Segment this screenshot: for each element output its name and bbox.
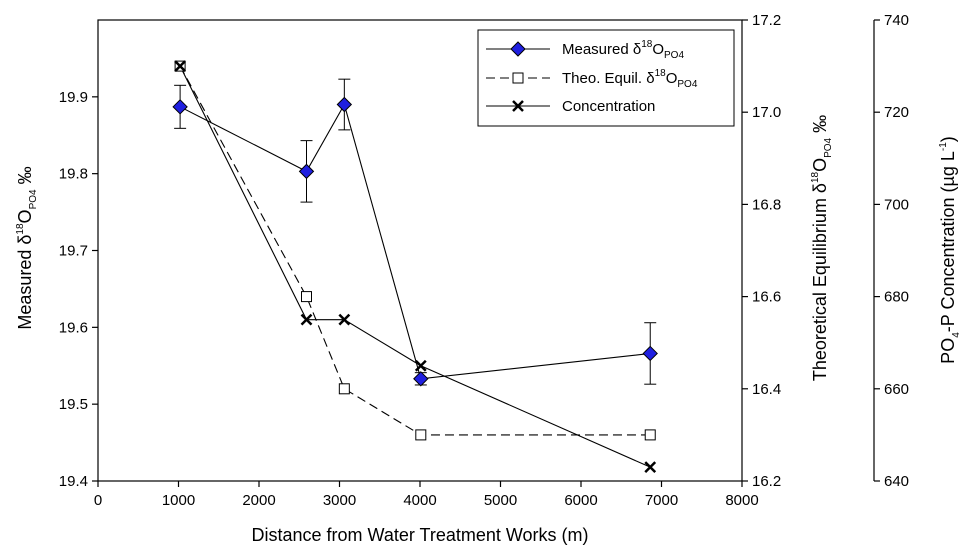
measured-point xyxy=(172,99,188,115)
x-tick-label: 2000 xyxy=(242,492,275,509)
y-left-tick-label: 19.9 xyxy=(59,89,88,106)
y-right-tick-label: 16.8 xyxy=(752,196,781,213)
legend: Measured δ18OPO4 Theo. Equil. δ18OPO4 Conc… xyxy=(477,29,735,127)
y-far-tick-label: 640 xyxy=(884,473,909,490)
x-tick-label: 0 xyxy=(94,492,102,509)
y-left-tick-label: 19.4 xyxy=(59,473,88,490)
y-axis-left: 19.4 19.5 19.6 19.7 19.8 19.9 xyxy=(59,89,98,490)
y-axis-concentration: 640 660 680 700 720 740 xyxy=(873,12,909,490)
series-layer xyxy=(172,60,658,474)
series-line xyxy=(179,103,651,380)
concentration-point-stroke xyxy=(300,313,313,326)
x-axis-title: Distance from Water Treatment Works (m) xyxy=(251,525,588,545)
y-far-tick-label: 740 xyxy=(884,12,909,29)
y-far-tick-label: 680 xyxy=(884,289,909,306)
y-right-tick-label: 17.2 xyxy=(752,12,781,29)
x-tick-label: 1000 xyxy=(162,492,195,509)
legend-label: Theo. Equil. δ18OPO4 xyxy=(562,68,698,90)
y-far-tick-label: 700 xyxy=(884,196,909,213)
y-far-axis-title: PO4-P Concentration (µg L-1) xyxy=(938,136,962,364)
x-tick-label: 8000 xyxy=(725,492,758,509)
concentration-point-stroke xyxy=(174,60,186,72)
theoretical-point xyxy=(415,429,427,441)
measured-point xyxy=(336,96,353,113)
y-left-tick-label: 19.8 xyxy=(59,166,88,183)
y-left-tick-label: 19.7 xyxy=(59,243,88,260)
legend-label: Measured δ18OPO4 xyxy=(562,39,684,61)
series-line xyxy=(179,65,651,436)
y-right-tick-label: 16.2 xyxy=(752,473,781,490)
x-tick-label: 3000 xyxy=(323,492,356,509)
x-tick-label: 6000 xyxy=(564,492,597,509)
y-far-tick-label: 660 xyxy=(884,381,909,398)
measured-point xyxy=(413,371,429,387)
measured-point xyxy=(642,345,658,362)
y-right-axis-title: Theoretical Equilibrium δ18OPO4 ‰ xyxy=(810,115,834,381)
x-tick-label: 5000 xyxy=(484,492,517,509)
theoretical-point xyxy=(338,383,350,395)
y-right-tick-label: 16.6 xyxy=(752,289,781,306)
legend-label: Concentration xyxy=(562,98,655,115)
y-left-tick-label: 19.5 xyxy=(59,396,88,413)
y-left-tick-label: 19.6 xyxy=(59,319,88,336)
theoretical-point xyxy=(512,72,524,84)
y-axis-right: 16.2 16.4 16.6 16.8 17.0 17.2 xyxy=(742,12,781,490)
concentration-point-stroke xyxy=(644,461,657,474)
concentration-point-stroke xyxy=(338,313,351,326)
y-left-axis-title: Measured δ18OPO4 ‰ xyxy=(15,166,39,329)
theoretical-point xyxy=(300,291,312,303)
theoretical-point xyxy=(644,429,656,441)
concentration-point-stroke xyxy=(414,359,427,372)
y-right-tick-label: 16.4 xyxy=(752,381,781,398)
y-far-tick-label: 720 xyxy=(884,104,909,121)
y-right-tick-label: 17.0 xyxy=(752,104,781,121)
concentration-point-stroke xyxy=(512,100,524,112)
measured-point xyxy=(510,41,526,57)
x-axis: 0 1000 2000 3000 4000 5000 6000 7000 8000 xyxy=(94,481,759,509)
measured-point xyxy=(298,163,315,180)
x-tick-label: 7000 xyxy=(645,492,678,509)
x-tick-label: 4000 xyxy=(403,492,436,509)
